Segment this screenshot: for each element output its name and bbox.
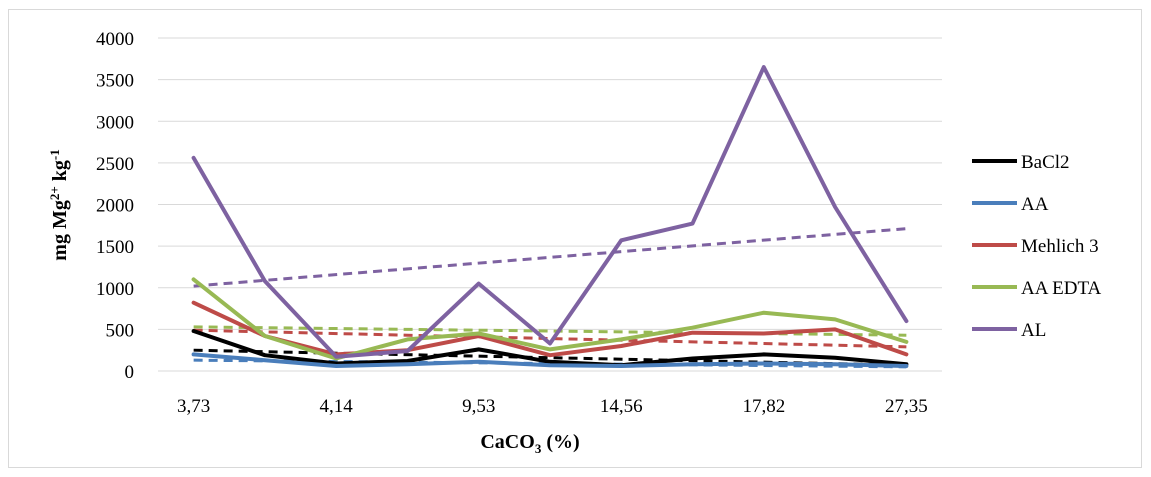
y-tick-label: 2000	[96, 196, 134, 217]
legend-label: BaCl2	[1021, 152, 1070, 173]
series-line-aa	[191, 352, 909, 368]
y-tick-label: 0	[125, 362, 135, 383]
y-axis-title: mg Mg2+ kg-1	[47, 149, 71, 260]
series-line-al	[191, 65, 909, 359]
gridlines	[158, 37, 942, 372]
y-tick-label: 3500	[96, 71, 134, 92]
legend-item: AL	[972, 320, 1046, 341]
x-axis-ticks: 3,73 4,14 9,53 14,56 17,82 27,35	[177, 396, 928, 417]
legend-item: AA EDTA	[972, 278, 1102, 299]
x-tick-label: 14,56	[600, 396, 643, 417]
x-tick-label: 4,14	[320, 396, 354, 417]
y-tick-label: 4000	[96, 29, 134, 50]
y-tick-label: 500	[106, 320, 135, 341]
x-tick-label: 9,53	[462, 396, 495, 417]
y-tick-label: 1500	[96, 237, 134, 258]
trendline-al	[193, 227, 907, 288]
x-tick-label: 17,82	[742, 396, 785, 417]
series-line-mehlich-3	[191, 300, 909, 358]
y-axis-ticks: 0 500 1000 1500 2000 2500 3000 3500 4000	[96, 29, 134, 383]
legend: BaCl2 AA Mehlich 3 AA EDTA AL	[972, 152, 1102, 341]
y-tick-label: 3000	[96, 112, 134, 133]
legend-item: AA	[972, 194, 1049, 215]
x-tick-label: 27,35	[885, 396, 928, 417]
x-axis-title: CaCO3 (%)	[480, 431, 579, 456]
legend-item: Mehlich 3	[972, 236, 1099, 257]
x-tick-label: 3,73	[177, 396, 210, 417]
series-line-bacl2	[191, 329, 909, 368]
legend-label: AA EDTA	[1021, 278, 1102, 299]
y-tick-label: 1000	[96, 279, 134, 300]
legend-label: AA	[1021, 194, 1049, 215]
chart-frame	[8, 9, 1142, 468]
series-line-aa-edta	[191, 277, 909, 361]
legend-item: BaCl2	[972, 152, 1070, 173]
legend-label: Mehlich 3	[1021, 236, 1099, 257]
series-lines	[191, 65, 909, 368]
legend-label: AL	[1021, 320, 1046, 341]
y-tick-label: 2500	[96, 154, 134, 175]
